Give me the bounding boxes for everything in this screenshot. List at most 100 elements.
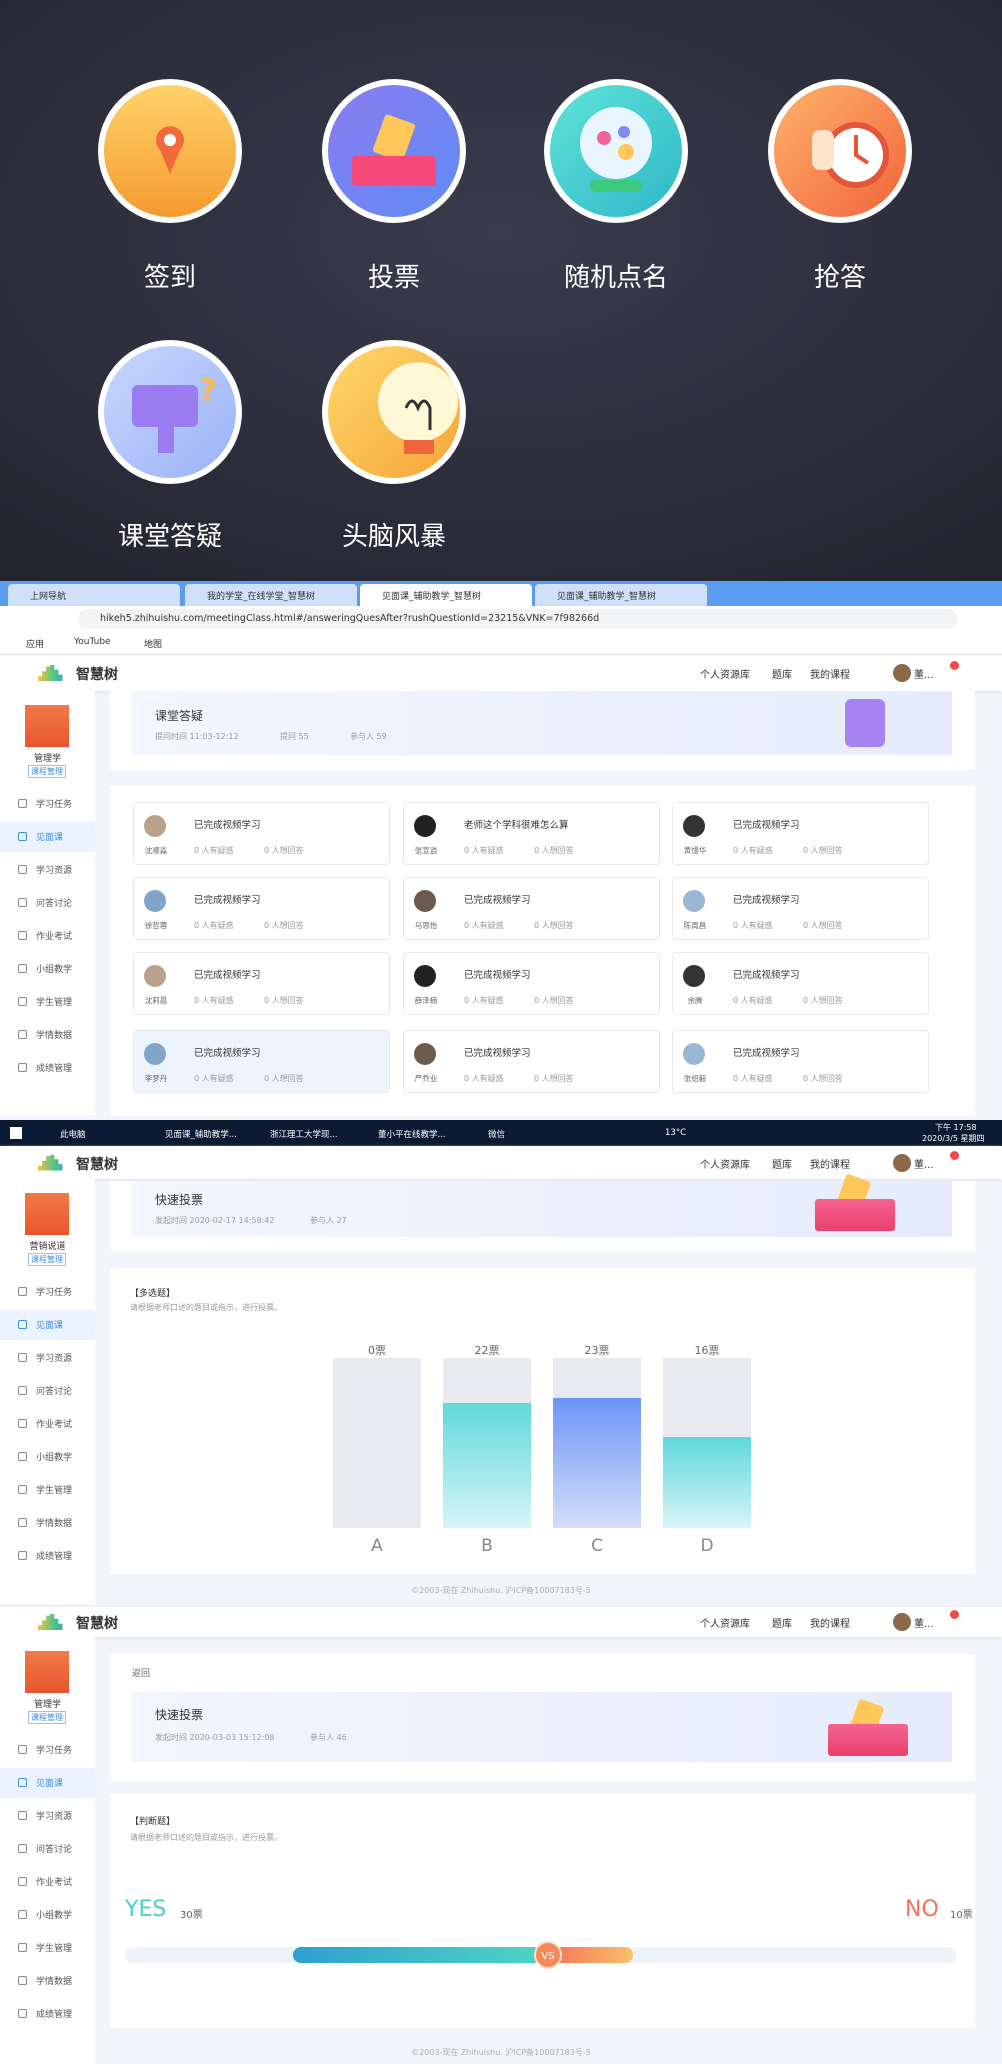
course-name: 管理学	[33, 1700, 61, 1710]
qa-card[interactable]: 张宣逍 老师这个学科很难怎么算 0 人有疑惑 0 人想回答	[403, 802, 660, 865]
launcher-label[interactable]: 投票	[367, 263, 420, 293]
bookmark[interactable]: 地图	[144, 640, 163, 650]
nav-link[interactable]: 个人资源库	[700, 1159, 750, 1171]
menu-item[interactable]: 成绩管理	[0, 1053, 95, 1083]
menu-item[interactable]: 见面课	[0, 1310, 95, 1340]
menu-item[interactable]: 见面课	[0, 1768, 95, 1798]
menu-item[interactable]: 学习资源	[0, 1801, 95, 1831]
course-tag[interactable]: 课程管理	[28, 1711, 66, 1724]
menu-item[interactable]: 学生管理	[0, 987, 95, 1017]
nav-link[interactable]: 我的课程	[810, 670, 850, 681]
nav-link[interactable]: 题库	[772, 1619, 792, 1630]
menu-item[interactable]: 学生管理	[0, 1933, 95, 1963]
taskbar-item[interactable]: 此电脑	[60, 1130, 86, 1140]
menu-item[interactable]: 学情数据	[0, 1508, 95, 1538]
menu-item[interactable]: 学习资源	[0, 1343, 95, 1373]
menu-icon	[18, 1030, 27, 1039]
nav-link[interactable]: 题库	[772, 1159, 792, 1171]
menu-icon	[18, 898, 27, 907]
menu-item[interactable]: 学习任务	[0, 789, 95, 819]
course-tag[interactable]: 课程管理	[28, 765, 66, 778]
menu-text: 问答讨论	[36, 1387, 73, 1397]
launcher-label[interactable]: 头脑风暴	[341, 522, 446, 552]
menu-item[interactable]: 小组教学	[0, 1442, 95, 1472]
course-tag[interactable]: 课程管理	[28, 1253, 66, 1266]
menu-item[interactable]: 问答讨论	[0, 1834, 95, 1864]
menu-icon	[18, 1419, 27, 1428]
nav-link[interactable]: 题库	[772, 670, 792, 681]
nav-link[interactable]: 个人资源库	[700, 670, 750, 681]
menu-item[interactable]: 问答讨论	[0, 888, 95, 918]
launcher-label[interactable]: 随机点名	[563, 263, 668, 293]
launcher-label[interactable]: 抢答	[813, 263, 866, 293]
answer-count: 0 人想回答	[534, 1074, 574, 1083]
menu-item[interactable]: 作业考试	[0, 1867, 95, 1897]
icon-checkin	[98, 79, 242, 223]
url-field[interactable]	[78, 609, 958, 629]
nav-link[interactable]: 个人资源库	[700, 1619, 750, 1630]
user-name[interactable]: 董...	[914, 670, 934, 681]
menu-icon	[18, 865, 27, 874]
user-name[interactable]: 董...	[914, 1159, 934, 1171]
qa-card[interactable]: 薛泽楠 已完成视频学习 0 人有疑惑 0 人想回答	[403, 952, 660, 1015]
taskbar-item[interactable]: 董小平在线教学...	[378, 1130, 446, 1140]
student-name: 严乔业	[414, 1074, 438, 1083]
taskbar-item[interactable]: 见面课_辅助教学...	[165, 1130, 237, 1140]
menu-item[interactable]: 小组教学	[0, 954, 95, 984]
qa-card[interactable]: 沈顺淼 已完成视频学习 0 人有疑惑 0 人想回答	[133, 802, 390, 865]
browser-tab[interactable]: 见面课_辅助教学_智慧树	[360, 584, 532, 606]
taskbar-item[interactable]: 微信	[488, 1130, 506, 1140]
qa-card[interactable]: 严乔业 已完成视频学习 0 人有疑惑 0 人想回答	[403, 1030, 660, 1093]
menu-item[interactable]: 见面课	[0, 822, 95, 852]
qa-card[interactable]: 陈周昌 已完成视频学习 0 人有疑惑 0 人想回答	[672, 877, 929, 940]
qa-asks: 提问 55	[280, 732, 309, 741]
instruction: 请根据老师口述的题目或指示，进行投票。	[130, 1303, 282, 1312]
menu-item[interactable]: 学习资源	[0, 855, 95, 885]
menu-item[interactable]: 学情数据	[0, 1966, 95, 1996]
bookmark[interactable]: YouTube	[74, 637, 111, 647]
menu-text: 见面课	[36, 1779, 64, 1789]
menu-item[interactable]: 学习任务	[0, 1735, 95, 1765]
browser-tab[interactable]: 上网导航	[8, 584, 180, 606]
qa-card[interactable]: 沈莉晨 已完成视频学习 0 人有疑惑 0 人想回答	[133, 952, 390, 1015]
menu-item[interactable]: 学习任务	[0, 1277, 95, 1307]
avatar	[893, 1153, 911, 1172]
bar-category: C	[591, 1536, 603, 1556]
qa-card[interactable]: 李梦丹 已完成视频学习 0 人有疑惑 0 人想回答	[133, 1030, 390, 1093]
launcher-label[interactable]: 签到	[143, 263, 196, 293]
menu-item[interactable]: 成绩管理	[0, 1999, 95, 2029]
browser-tab[interactable]: 见面课_辅助教学_智慧树	[535, 584, 707, 606]
back-link[interactable]: 返回	[132, 1669, 151, 1679]
menu-item[interactable]: 学情数据	[0, 1020, 95, 1050]
menu-text: 学情数据	[36, 1977, 73, 1987]
qa-card[interactable]: 徐哲蓉 已完成视频学习 0 人有疑惑 0 人想回答	[133, 877, 390, 940]
nav-link[interactable]: 我的课程	[810, 1159, 850, 1171]
menu-item[interactable]: 作业考试	[0, 921, 95, 951]
card-text: 已完成视频学习	[194, 970, 261, 981]
taskbar-item[interactable]: 浙江理工大学现...	[270, 1130, 338, 1140]
qa-card[interactable]: 黄馒华 已完成视频学习 0 人有疑惑 0 人想回答	[672, 802, 929, 865]
qa-card[interactable]: 张绍毅 已完成视频学习 0 人有疑惑 0 人想回答	[672, 1030, 929, 1093]
qa-card[interactable]: 马思怡 已完成视频学习 0 人有疑惑 0 人想回答	[403, 877, 660, 940]
menu-item[interactable]: 作业考试	[0, 1409, 95, 1439]
browser-tab[interactable]: 我的学堂_在线学堂_智慧树	[185, 584, 357, 606]
menu-icon	[18, 1551, 27, 1560]
qa-card[interactable]: 余腾 已完成视频学习 0 人有疑惑 0 人想回答	[672, 952, 929, 1015]
menu-item[interactable]: 小组教学	[0, 1900, 95, 1930]
bar	[553, 1397, 641, 1528]
launcher-label[interactable]: 课堂答疑	[117, 522, 222, 552]
menu-item[interactable]: 成绩管理	[0, 1541, 95, 1571]
answer-count: 0 人想回答	[534, 846, 574, 855]
card-text: 已完成视频学习	[194, 895, 261, 906]
menu-item[interactable]: 问答讨论	[0, 1376, 95, 1406]
nav-link[interactable]: 我的课程	[810, 1619, 850, 1630]
menu-icon	[18, 799, 27, 808]
menu-icon	[18, 1386, 27, 1395]
student-avatar	[144, 1043, 166, 1065]
user-name[interactable]: 董...	[914, 1619, 934, 1630]
menu-item[interactable]: 学生管理	[0, 1475, 95, 1505]
bar	[443, 1403, 531, 1528]
address-bar: hikeh5.zhihuishu.com/meetingClass.html#/…	[0, 606, 1002, 632]
vote-title: 快速投票	[155, 1708, 204, 1722]
bookmark[interactable]: 应用	[26, 640, 45, 650]
